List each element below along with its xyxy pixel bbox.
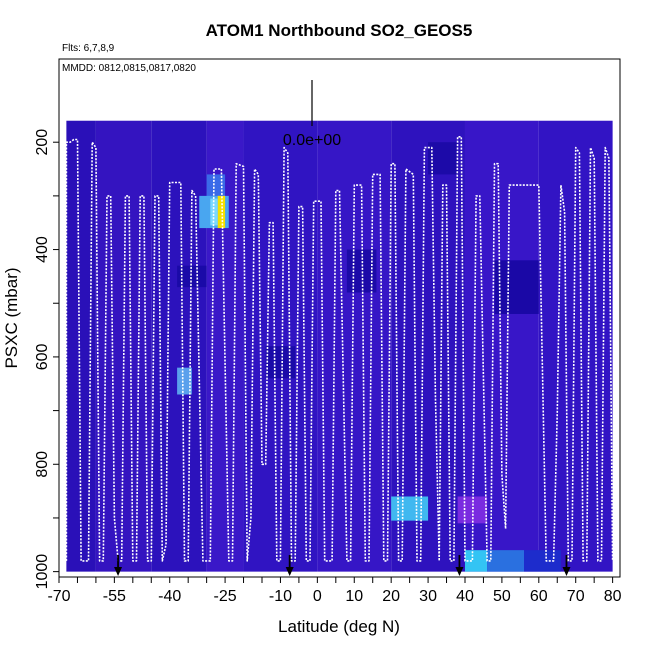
heatmap-cell	[206, 174, 226, 202]
x-tick-label: -40	[158, 588, 181, 605]
x-tick-label: 50	[493, 588, 511, 605]
down-arrow-head	[455, 567, 464, 576]
down-arrow-head	[114, 567, 123, 576]
x-axis-label: Latitude (deg N)	[278, 617, 400, 636]
heatmap-cell	[177, 265, 207, 288]
x-tick-label: 20	[382, 588, 400, 605]
y-axis-label: PSXC (mbar)	[2, 267, 21, 368]
y-tick-label: 200	[34, 129, 51, 156]
heatmap-cell	[494, 260, 539, 314]
x-tick-label: 30	[419, 588, 437, 605]
heatmap-cell	[464, 550, 488, 572]
x-axis: -70 -55 -40 -25 -10 0 10 20 30 40 50 60 70 80	[47, 577, 622, 605]
down-arrow-head	[285, 567, 294, 576]
heatmap-cell	[524, 550, 561, 572]
x-tick-label: -70	[47, 588, 70, 605]
x-tick-label: 0	[313, 588, 322, 605]
x-tick-label: 80	[604, 588, 622, 605]
y-tick-label: 400	[34, 236, 51, 263]
heatmap-band	[151, 120, 207, 572]
x-tick-label: 40	[456, 588, 474, 605]
flight-track-line	[65, 136, 614, 562]
flights-subtitle: Flts: 6,7,8,9	[62, 43, 115, 54]
down-arrow-head	[562, 567, 571, 576]
x-tick-label: 10	[345, 588, 363, 605]
dates-subtitle: MMDD: 0812,0815,0817,0820	[62, 63, 196, 74]
scale-label: 0.0e+00	[283, 132, 341, 149]
x-tick-label: -25	[214, 588, 237, 605]
heatmap-cell	[391, 496, 429, 521]
heatmap-cell	[177, 367, 192, 395]
y-tick-label: 1000	[34, 554, 51, 590]
flight-track	[65, 136, 614, 562]
heatmap-cell	[217, 195, 226, 229]
x-tick-label: 70	[567, 588, 585, 605]
x-tick-label: 60	[530, 588, 548, 605]
heatmap-cells	[66, 120, 613, 572]
arrow-markers	[114, 555, 571, 576]
heatmap-cell	[487, 550, 525, 572]
y-axis: 200 400 600 800 1000	[34, 129, 59, 590]
chart-title: ATOM1 Northbound SO2_GEOS5	[206, 21, 473, 40]
plot-frame	[58, 58, 621, 578]
x-tick-label: -10	[269, 588, 292, 605]
heatmap-cell	[265, 346, 296, 379]
plot-area	[58, 58, 621, 578]
y-tick-label: 600	[34, 343, 51, 370]
heatmap-cell	[428, 142, 458, 175]
x-tick-label: -55	[103, 588, 126, 605]
y-tick-label: 800	[34, 451, 51, 478]
